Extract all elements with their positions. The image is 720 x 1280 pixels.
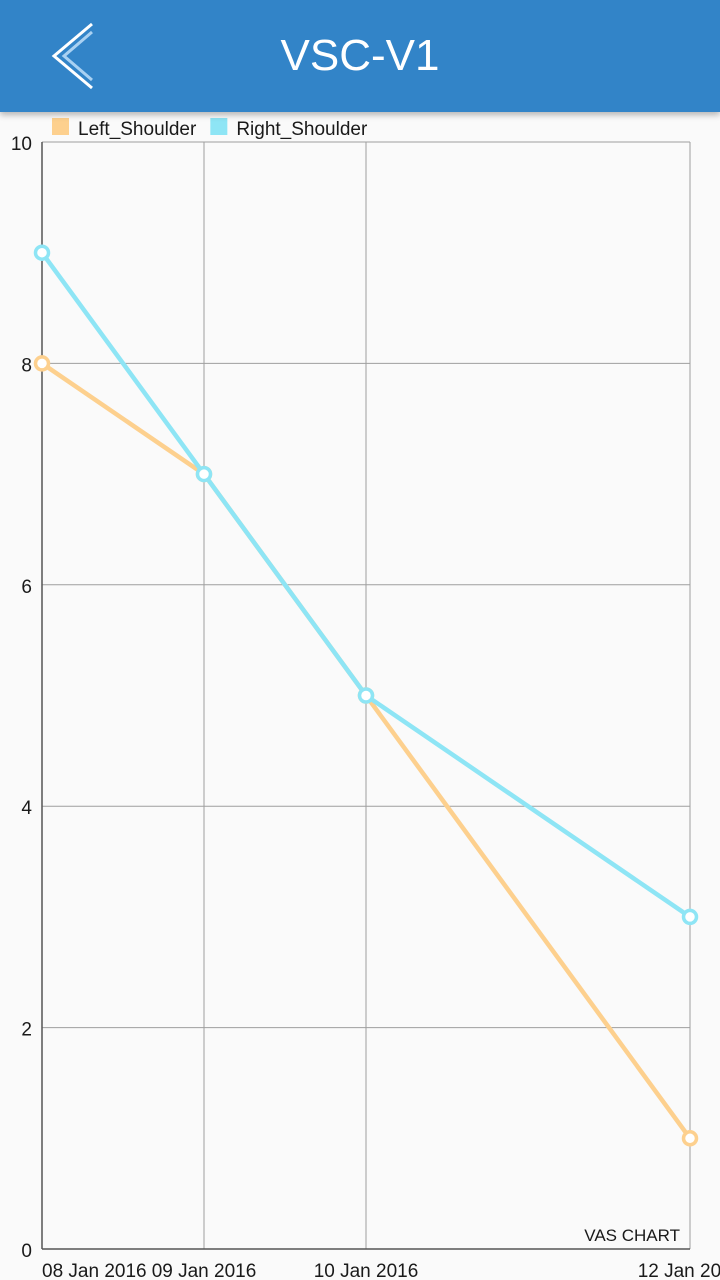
x-tick-label: 09 Jan 2016 — [152, 1261, 257, 1280]
data-point-right-shoulder[interactable] — [195, 465, 213, 483]
x-tick-label: 12 Jan 2016 — [638, 1261, 720, 1280]
page-title: VSC-V1 — [280, 31, 440, 80]
x-tick-label: 10 Jan 2016 — [314, 1261, 419, 1280]
y-tick-label: 6 — [21, 577, 32, 598]
back-button[interactable] — [40, 18, 116, 94]
legend-label: Right_Shoulder — [236, 119, 368, 140]
data-point-left-shoulder[interactable] — [681, 1130, 699, 1147]
y-tick-label: 2 — [21, 1020, 32, 1041]
legend-swatch — [52, 118, 69, 135]
chart-description: VAS CHART — [584, 1226, 680, 1245]
vas-chart-area: 0 2 4 6 8 10 08 Jan 2016 09 Jan 2016 10 Jan 2016… — [0, 112, 720, 1280]
vas-chart: 0 2 4 6 8 10 08 Jan 2016 09 Jan 2016 10 Jan 2016… — [11, 118, 720, 1280]
chevron-left-icon — [51, 22, 93, 90]
y-tick-label: 4 — [21, 798, 32, 819]
data-point-right-shoulder[interactable] — [681, 908, 699, 926]
y-tick-label: 8 — [21, 355, 32, 376]
legend-label: Left_Shoulder — [78, 119, 197, 140]
app-header: VSC-V1 — [0, 0, 720, 112]
data-point-left-shoulder[interactable] — [33, 355, 51, 372]
data-point-right-shoulder[interactable] — [357, 687, 375, 704]
x-tick-label: 08 Jan 2016 — [42, 1261, 147, 1280]
y-tick-label: 0 — [21, 1241, 32, 1262]
y-tick-label: 10 — [11, 134, 32, 155]
data-point-right-shoulder[interactable] — [33, 244, 51, 261]
series-line-right-shoulder — [40, 251, 692, 919]
legend-swatch — [210, 118, 228, 135]
